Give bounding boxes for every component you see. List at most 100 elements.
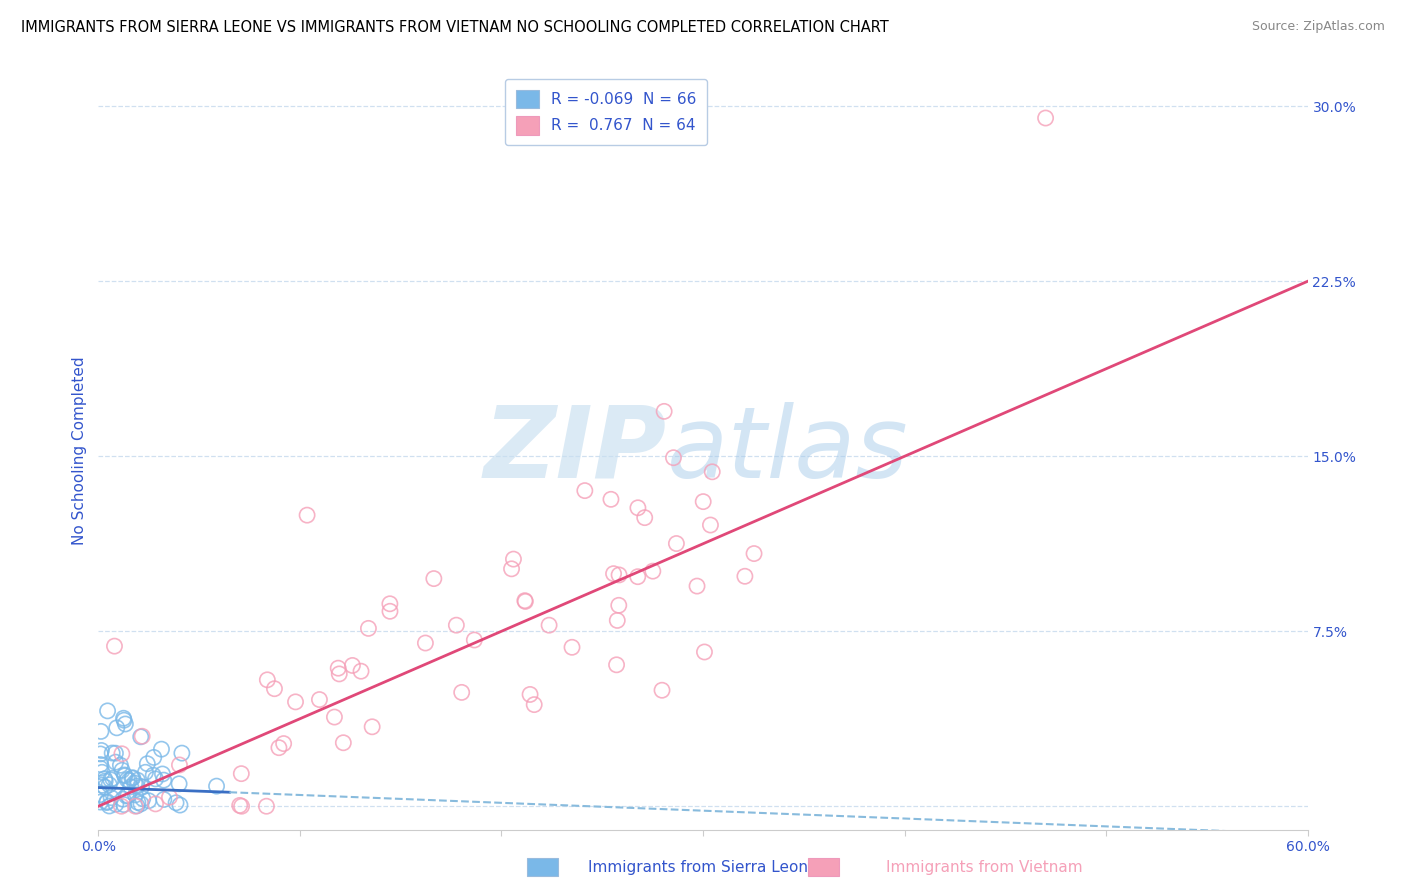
Point (513, 593, 536, 607)
Point (165, 796, 187, 810)
Point (90, 743, 112, 757)
Point (295, 508, 318, 523)
Point (121, 771, 143, 785)
Point (112, 713, 135, 727)
Point (361, 720, 384, 734)
Point (693, 645, 716, 659)
Point (96, 796, 118, 810)
Point (89, 747, 111, 761)
Point (114, 717, 136, 731)
Point (131, 729, 153, 743)
Point (131, 780, 153, 794)
Point (127, 773, 149, 788)
Point (742, 547, 765, 561)
Point (446, 618, 468, 632)
Point (110, 758, 132, 772)
Point (538, 618, 561, 632)
Point (124, 799, 146, 814)
Point (651, 683, 673, 698)
Point (519, 688, 541, 702)
Point (734, 569, 756, 583)
Point (600, 492, 623, 507)
Point (129, 730, 152, 744)
Point (502, 552, 524, 566)
Text: Immigrants from Sierra Leone: Immigrants from Sierra Leone (588, 860, 818, 874)
Point (515, 594, 537, 608)
Point (606, 614, 628, 628)
Point (117, 789, 139, 803)
Point (662, 450, 685, 465)
Point (145, 797, 167, 811)
Point (159, 790, 181, 805)
Point (142, 750, 165, 764)
Point (308, 692, 330, 706)
Point (101, 746, 124, 760)
Point (169, 758, 191, 772)
Point (152, 767, 174, 781)
Point (167, 777, 190, 791)
Point (561, 640, 583, 655)
Point (501, 562, 523, 576)
Point (231, 799, 253, 814)
Point (145, 772, 167, 786)
Point (378, 597, 401, 611)
Point (256, 673, 278, 687)
Point (134, 765, 156, 780)
Point (104, 746, 127, 760)
Point (357, 621, 380, 635)
Point (607, 599, 630, 613)
Point (101, 772, 124, 786)
Text: atlas: atlas (666, 402, 908, 499)
Point (665, 536, 688, 550)
Point (114, 769, 136, 783)
Point (89, 788, 111, 802)
Point (273, 737, 295, 751)
Point (602, 566, 624, 581)
Point (117, 772, 139, 787)
Point (641, 564, 664, 578)
Point (132, 791, 155, 805)
Point (124, 776, 146, 790)
Point (89, 757, 111, 772)
Point (111, 747, 134, 761)
Point (607, 568, 630, 582)
Point (125, 798, 148, 813)
Point (256, 799, 278, 814)
Point (89, 761, 111, 775)
Point (169, 798, 191, 813)
Point (121, 771, 143, 785)
Point (111, 764, 134, 778)
Point (125, 779, 148, 793)
Point (152, 773, 174, 788)
Point (127, 796, 149, 810)
Point (120, 780, 142, 794)
Point (90, 724, 112, 739)
Point (463, 632, 485, 647)
Point (267, 740, 290, 755)
Point (94, 773, 117, 788)
Point (100, 772, 122, 787)
Point (423, 572, 446, 586)
Point (124, 788, 146, 802)
Point (150, 742, 173, 756)
Y-axis label: No Schooling Completed: No Schooling Completed (72, 356, 87, 545)
Point (627, 500, 650, 515)
Point (142, 768, 165, 782)
Point (98, 778, 121, 792)
Point (634, 510, 657, 524)
Point (153, 792, 176, 806)
Point (342, 658, 364, 673)
Point (523, 698, 546, 712)
Point (97, 704, 120, 718)
Point (136, 756, 159, 771)
Legend: R = -0.069  N = 66, R =  0.767  N = 64: R = -0.069 N = 66, R = 0.767 N = 64 (505, 79, 707, 145)
Point (104, 797, 127, 812)
Point (94, 780, 117, 794)
Text: Source: ZipAtlas.com: Source: ZipAtlas.com (1251, 20, 1385, 33)
Point (103, 639, 125, 653)
Point (627, 570, 650, 584)
Point (652, 404, 675, 418)
Point (118, 773, 141, 788)
Point (91, 765, 114, 780)
Point (328, 661, 350, 675)
